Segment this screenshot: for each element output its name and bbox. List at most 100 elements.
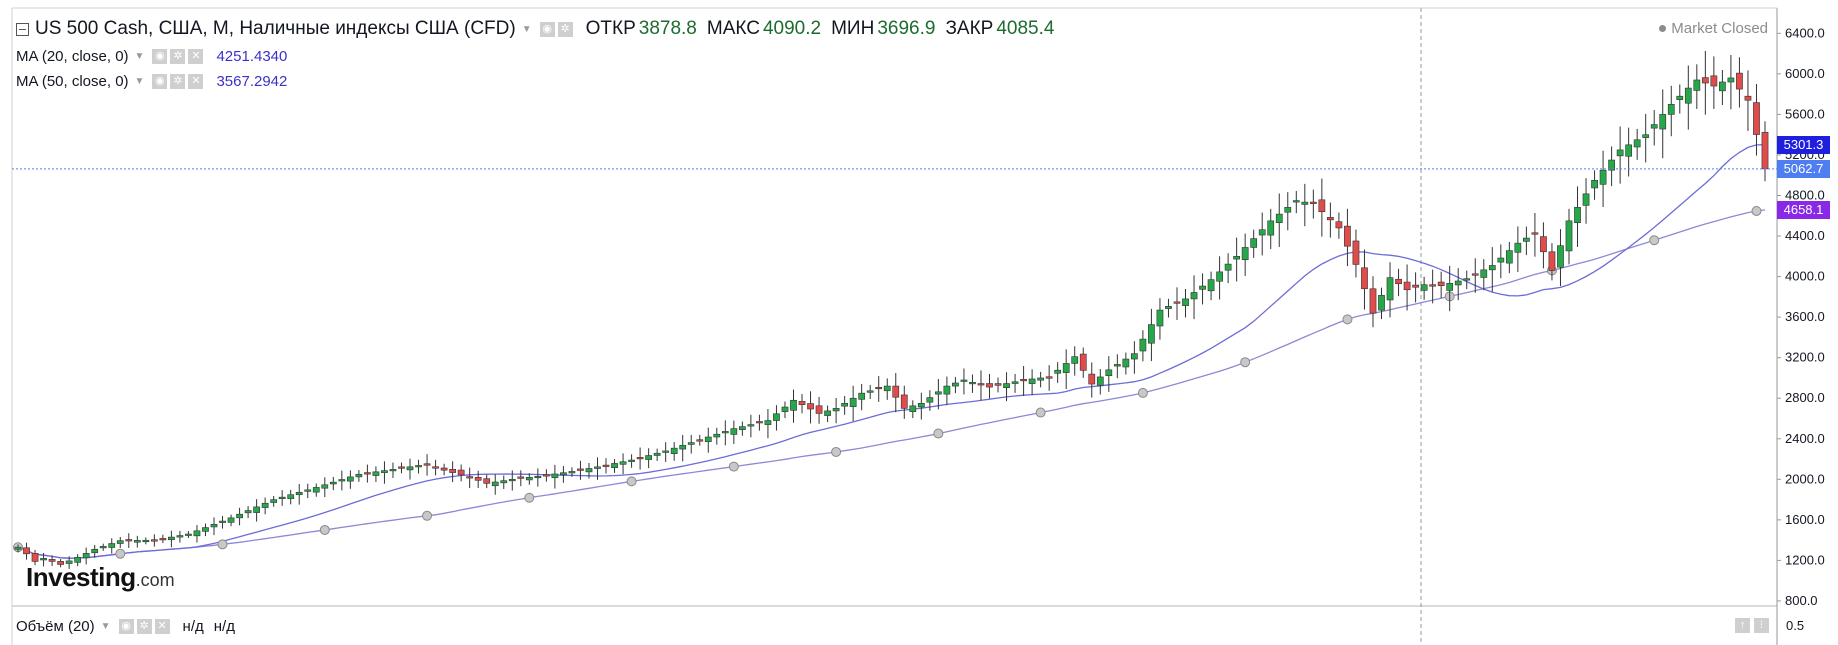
high-label: МАКС xyxy=(706,18,760,39)
y-tick-label: 1200.0 xyxy=(1785,552,1825,567)
candle-body xyxy=(1054,369,1062,374)
candle-body xyxy=(1131,353,1138,360)
close-icon[interactable]: ✕ xyxy=(188,49,204,64)
ma50-line xyxy=(17,209,1766,559)
gear-icon[interactable]: ✲ xyxy=(170,49,186,64)
candle-body xyxy=(457,469,465,476)
candle-body xyxy=(1676,95,1684,100)
candle-body xyxy=(432,466,439,469)
eye-icon[interactable]: ◉ xyxy=(539,21,555,37)
chevron-down-icon[interactable]: ▼ xyxy=(134,76,145,87)
chevron-down-icon[interactable]: ▼ xyxy=(134,51,145,62)
candle-body xyxy=(415,465,422,468)
close-icon[interactable]: ✕ xyxy=(154,619,170,634)
eye-icon[interactable]: ◉ xyxy=(152,49,168,64)
low-label: МИН xyxy=(831,18,875,39)
eye-icon[interactable]: ◉ xyxy=(118,619,134,634)
candle-body xyxy=(1514,242,1522,253)
candle-body xyxy=(542,474,550,477)
candle-body xyxy=(875,387,883,390)
candle-body xyxy=(1412,284,1419,288)
ma50-label[interactable]: MA (50, close, 0) xyxy=(16,73,129,90)
candle-body xyxy=(108,543,116,548)
logo-main: Investing xyxy=(26,562,136,592)
symbol-legend: US 500 Cash, США, M, Наличные индексы СШ… xyxy=(16,18,1054,40)
ma50-marker xyxy=(319,524,330,535)
candle-body xyxy=(338,479,346,482)
candle-body xyxy=(824,410,831,416)
candle-body xyxy=(1199,285,1206,290)
ma50-value: 3567.2942 xyxy=(216,73,288,90)
gear-icon[interactable]: ✲ xyxy=(557,21,573,37)
candle-body xyxy=(977,383,985,386)
ma50-marker xyxy=(728,461,739,472)
candle-body xyxy=(935,391,942,395)
candle-body xyxy=(48,559,56,562)
candle-body xyxy=(1684,87,1692,104)
candle-body xyxy=(82,553,90,559)
candle-body xyxy=(1736,72,1743,90)
candle-body xyxy=(909,405,917,412)
candle-body xyxy=(91,548,99,554)
candle-body xyxy=(389,469,397,472)
candle-body xyxy=(159,538,167,541)
candle-body xyxy=(1488,265,1496,271)
volume-label[interactable]: Объём (20) xyxy=(16,618,95,635)
candle-body xyxy=(99,546,107,549)
candle-body xyxy=(202,527,209,532)
candle-body xyxy=(1182,298,1189,306)
candle-body xyxy=(1352,240,1360,265)
candle-body xyxy=(551,473,559,479)
ma50-marker xyxy=(1342,314,1353,325)
candle-body xyxy=(1642,134,1650,138)
status-dot-icon xyxy=(1659,25,1667,32)
candle-body xyxy=(253,506,260,513)
collapse-icon[interactable] xyxy=(16,22,29,36)
candle-body xyxy=(969,382,976,385)
candle-body xyxy=(994,383,1002,386)
candle-body xyxy=(1753,102,1760,135)
candle-body xyxy=(1625,144,1633,157)
y-tick-label: 4400.0 xyxy=(1785,228,1825,243)
symbol-title[interactable]: US 500 Cash, США, M, Наличные индексы СШ… xyxy=(35,18,516,39)
arrow-up-icon[interactable]: ↑ xyxy=(1735,618,1750,633)
candle-body xyxy=(1616,149,1624,157)
candle-body xyxy=(1258,229,1266,236)
candle-body xyxy=(1565,220,1573,252)
candle-body xyxy=(943,385,951,395)
chevron-down-icon[interactable]: ▼ xyxy=(100,621,111,632)
candle-body xyxy=(1062,363,1070,373)
ma50-legend: MA (50, close, 0) ▼ ◉ ✲ ✕ 3567.2942 xyxy=(16,73,287,90)
candle-body xyxy=(185,533,192,536)
candle-body xyxy=(1378,295,1385,311)
candle-body xyxy=(133,540,141,543)
candle-body xyxy=(210,524,218,528)
candle-body xyxy=(1284,207,1292,213)
candle-body xyxy=(807,403,814,410)
candle-body xyxy=(1122,358,1130,368)
candle-body xyxy=(611,463,618,469)
candle-body xyxy=(832,408,840,412)
y-tick-label: 1600.0 xyxy=(1785,512,1825,527)
gear-icon[interactable]: ✲ xyxy=(170,74,186,89)
open-label: ОТКР xyxy=(585,18,636,39)
candle-body xyxy=(1574,207,1581,223)
ma20-label[interactable]: MA (20, close, 0) xyxy=(16,48,129,65)
gear-icon[interactable]: ✲ xyxy=(136,619,152,634)
settings-icon[interactable]: ⁝ xyxy=(1754,618,1769,633)
candle-body xyxy=(466,476,474,479)
chevron-down-icon[interactable]: ▼ xyxy=(521,23,532,35)
y-tick-label: 2800.0 xyxy=(1785,390,1825,405)
candle-body xyxy=(1275,213,1283,223)
candle-body xyxy=(525,476,533,481)
candle-body xyxy=(1096,376,1104,386)
ma50-marker xyxy=(831,446,842,457)
eye-icon[interactable]: ◉ xyxy=(152,74,168,89)
candle-body xyxy=(917,402,925,408)
close-icon[interactable]: ✕ xyxy=(188,74,204,89)
candle-body xyxy=(696,439,704,442)
ma50-marker xyxy=(933,428,944,439)
candle-body xyxy=(1523,237,1530,242)
high-value: 4090.2 xyxy=(762,18,822,39)
